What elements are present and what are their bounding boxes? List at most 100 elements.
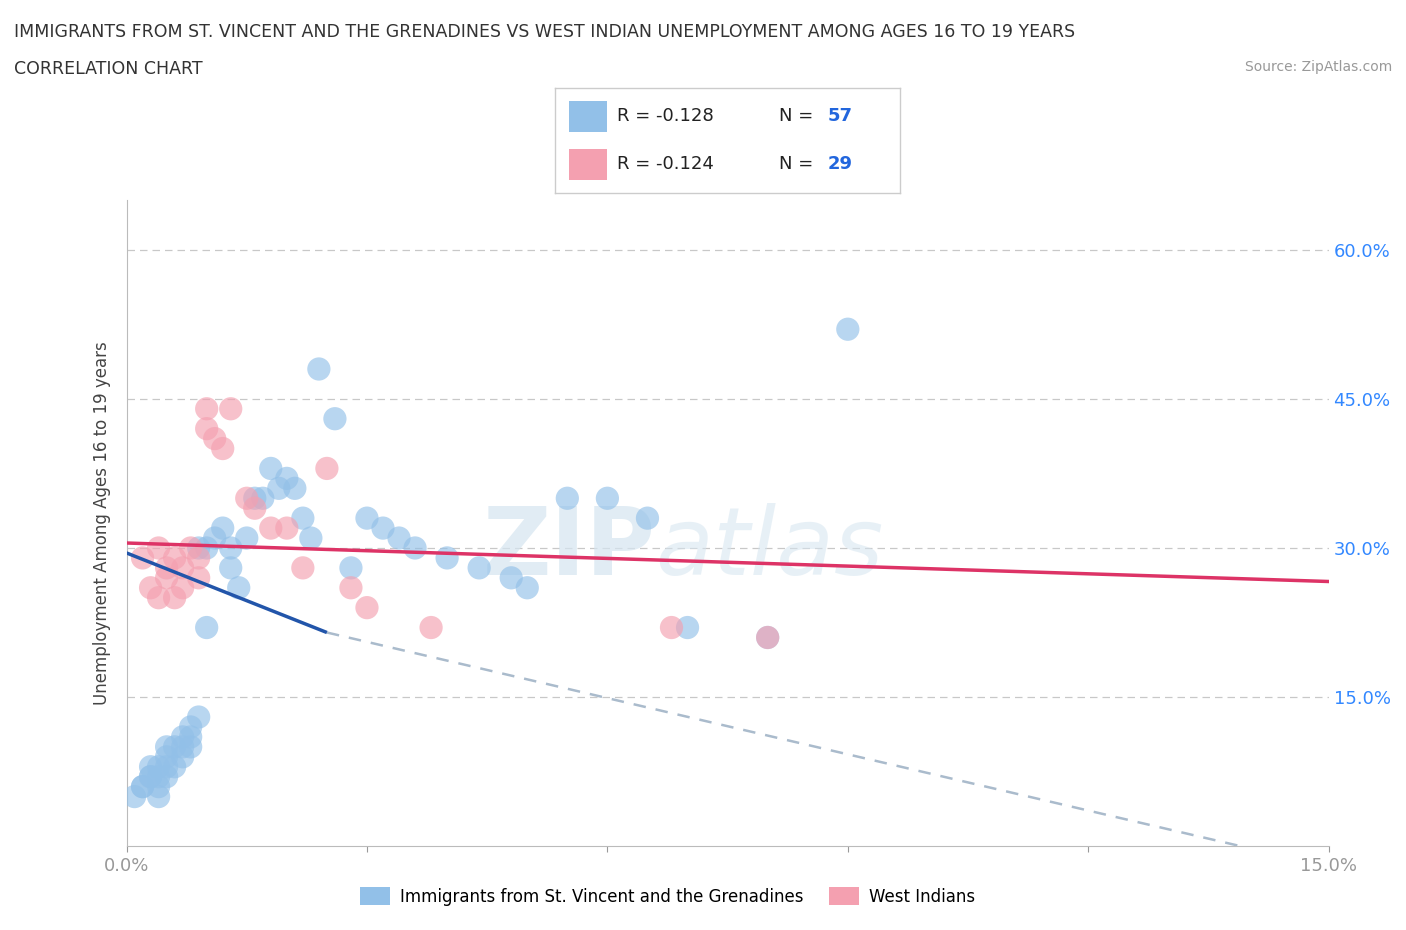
West Indians xyxy=(243,500,266,515)
Immigrants from St. Vincent and the Grenadines xyxy=(676,620,699,635)
Immigrants from St. Vincent and the Grenadines xyxy=(155,750,177,764)
Text: 57: 57 xyxy=(828,108,852,126)
West Indians xyxy=(155,561,177,576)
Text: Source: ZipAtlas.com: Source: ZipAtlas.com xyxy=(1244,60,1392,74)
Immigrants from St. Vincent and the Grenadines xyxy=(180,729,202,744)
Immigrants from St. Vincent and the Grenadines xyxy=(211,521,233,536)
Text: N =: N = xyxy=(779,155,820,173)
Immigrants from St. Vincent and the Grenadines xyxy=(172,750,194,764)
Immigrants from St. Vincent and the Grenadines xyxy=(308,362,330,377)
West Indians xyxy=(420,620,443,635)
West Indians xyxy=(148,540,170,555)
Immigrants from St. Vincent and the Grenadines xyxy=(276,471,298,485)
West Indians xyxy=(187,551,209,565)
West Indians xyxy=(187,570,209,585)
Immigrants from St. Vincent and the Grenadines xyxy=(139,759,162,774)
West Indians xyxy=(172,580,194,595)
Legend: Immigrants from St. Vincent and the Grenadines, West Indians: Immigrants from St. Vincent and the Gren… xyxy=(353,881,981,912)
Immigrants from St. Vincent and the Grenadines xyxy=(187,540,209,555)
West Indians xyxy=(139,580,162,595)
West Indians xyxy=(195,402,218,417)
Immigrants from St. Vincent and the Grenadines xyxy=(180,739,202,754)
Text: R = -0.124: R = -0.124 xyxy=(617,155,714,173)
Immigrants from St. Vincent and the Grenadines xyxy=(155,739,177,754)
Immigrants from St. Vincent and the Grenadines xyxy=(323,411,346,426)
Immigrants from St. Vincent and the Grenadines xyxy=(837,322,859,337)
Immigrants from St. Vincent and the Grenadines xyxy=(163,759,186,774)
Immigrants from St. Vincent and the Grenadines xyxy=(172,739,194,754)
Immigrants from St. Vincent and the Grenadines xyxy=(756,630,779,644)
Immigrants from St. Vincent and the Grenadines xyxy=(299,531,322,546)
Immigrants from St. Vincent and the Grenadines xyxy=(148,769,170,784)
Immigrants from St. Vincent and the Grenadines xyxy=(636,511,658,525)
Immigrants from St. Vincent and the Grenadines xyxy=(139,769,162,784)
West Indians xyxy=(315,461,337,476)
West Indians xyxy=(195,421,218,436)
West Indians xyxy=(340,580,363,595)
Immigrants from St. Vincent and the Grenadines xyxy=(204,531,226,546)
West Indians xyxy=(204,432,226,446)
West Indians xyxy=(163,591,186,605)
Immigrants from St. Vincent and the Grenadines xyxy=(404,540,426,555)
Immigrants from St. Vincent and the Grenadines xyxy=(163,739,186,754)
FancyBboxPatch shape xyxy=(569,100,607,132)
Immigrants from St. Vincent and the Grenadines xyxy=(180,720,202,735)
Immigrants from St. Vincent and the Grenadines xyxy=(219,540,242,555)
West Indians xyxy=(260,521,283,536)
Immigrants from St. Vincent and the Grenadines xyxy=(187,710,209,724)
Immigrants from St. Vincent and the Grenadines xyxy=(131,779,153,794)
West Indians xyxy=(211,441,233,456)
Y-axis label: Unemployment Among Ages 16 to 19 years: Unemployment Among Ages 16 to 19 years xyxy=(93,341,111,705)
West Indians xyxy=(172,561,194,576)
Immigrants from St. Vincent and the Grenadines xyxy=(388,531,411,546)
Immigrants from St. Vincent and the Grenadines xyxy=(468,561,491,576)
West Indians xyxy=(756,630,779,644)
Immigrants from St. Vincent and the Grenadines xyxy=(436,551,458,565)
Immigrants from St. Vincent and the Grenadines xyxy=(356,511,378,525)
Text: IMMIGRANTS FROM ST. VINCENT AND THE GRENADINES VS WEST INDIAN UNEMPLOYMENT AMONG: IMMIGRANTS FROM ST. VINCENT AND THE GREN… xyxy=(14,23,1076,41)
Immigrants from St. Vincent and the Grenadines xyxy=(252,491,274,506)
Immigrants from St. Vincent and the Grenadines xyxy=(139,769,162,784)
Immigrants from St. Vincent and the Grenadines xyxy=(596,491,619,506)
Immigrants from St. Vincent and the Grenadines xyxy=(501,570,523,585)
Text: CORRELATION CHART: CORRELATION CHART xyxy=(14,60,202,78)
Immigrants from St. Vincent and the Grenadines xyxy=(172,729,194,744)
Immigrants from St. Vincent and the Grenadines xyxy=(155,759,177,774)
West Indians xyxy=(155,570,177,585)
Immigrants from St. Vincent and the Grenadines xyxy=(516,580,538,595)
Text: atlas: atlas xyxy=(655,503,884,594)
West Indians xyxy=(356,600,378,615)
Text: N =: N = xyxy=(779,108,820,126)
Immigrants from St. Vincent and the Grenadines xyxy=(131,779,153,794)
Immigrants from St. Vincent and the Grenadines xyxy=(243,491,266,506)
Immigrants from St. Vincent and the Grenadines xyxy=(195,620,218,635)
Text: 29: 29 xyxy=(828,155,852,173)
Immigrants from St. Vincent and the Grenadines xyxy=(557,491,579,506)
West Indians xyxy=(276,521,298,536)
Immigrants from St. Vincent and the Grenadines xyxy=(148,759,170,774)
Immigrants from St. Vincent and the Grenadines xyxy=(148,790,170,804)
Immigrants from St. Vincent and the Grenadines xyxy=(340,561,363,576)
West Indians xyxy=(235,491,259,506)
West Indians xyxy=(291,561,314,576)
Immigrants from St. Vincent and the Grenadines xyxy=(235,531,259,546)
Immigrants from St. Vincent and the Grenadines xyxy=(124,790,146,804)
West Indians xyxy=(163,551,186,565)
Immigrants from St. Vincent and the Grenadines xyxy=(371,521,394,536)
West Indians xyxy=(131,551,153,565)
West Indians xyxy=(219,402,242,417)
Text: R = -0.128: R = -0.128 xyxy=(617,108,714,126)
Immigrants from St. Vincent and the Grenadines xyxy=(291,511,314,525)
Immigrants from St. Vincent and the Grenadines xyxy=(219,561,242,576)
Immigrants from St. Vincent and the Grenadines xyxy=(228,580,250,595)
Immigrants from St. Vincent and the Grenadines xyxy=(148,779,170,794)
Text: ZIP: ZIP xyxy=(482,503,655,595)
Immigrants from St. Vincent and the Grenadines xyxy=(155,769,177,784)
West Indians xyxy=(148,591,170,605)
Immigrants from St. Vincent and the Grenadines xyxy=(195,540,218,555)
West Indians xyxy=(180,540,202,555)
West Indians xyxy=(661,620,683,635)
Immigrants from St. Vincent and the Grenadines xyxy=(284,481,307,496)
Immigrants from St. Vincent and the Grenadines xyxy=(267,481,290,496)
FancyBboxPatch shape xyxy=(569,149,607,180)
